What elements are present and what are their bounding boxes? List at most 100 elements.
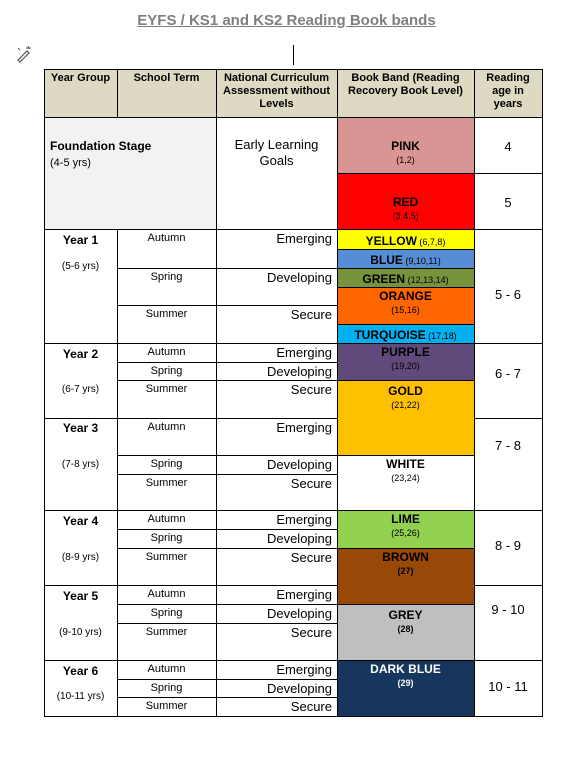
book-band-cell <box>337 455 475 511</box>
assessment-text: Developing <box>266 270 332 285</box>
year-name: Year 3 <box>62 421 99 435</box>
band-levels: (1,2) <box>396 155 415 165</box>
term-text: Spring <box>150 682 183 694</box>
band-levels: (6,7,8) <box>416 237 446 247</box>
band-name: RED <box>392 195 419 209</box>
band-name: PINK <box>391 139 420 153</box>
year-name: Year 5 <box>62 589 99 603</box>
year-range: (7-8 yrs) <box>61 459 100 470</box>
book-band-cell <box>337 548 475 605</box>
assessment-text: Secure <box>290 476 332 491</box>
term-text: Autumn <box>147 663 186 675</box>
band-label: YELLOW (6,7,8) <box>337 231 474 250</box>
edit-icon <box>17 45 31 63</box>
reading-age-cell <box>474 585 543 661</box>
assessment-cell <box>216 623 338 661</box>
reading-age: 6 - 7 <box>494 366 521 381</box>
assessment-cell <box>216 268 338 306</box>
header-cell <box>44 69 118 118</box>
reading-age: 7 - 8 <box>494 438 521 453</box>
header-text: Year Group <box>50 72 111 84</box>
reading-age: 10 - 11 <box>488 679 528 694</box>
assessment-text: Emerging <box>276 587 332 602</box>
year-range: (10-11 yrs) <box>56 691 105 702</box>
term-cell <box>117 623 217 661</box>
band-name: DARK BLUE <box>370 662 441 676</box>
assessment-text: Emerging <box>276 345 332 360</box>
reading-age: 5 <box>504 195 512 210</box>
reading-age: 5 - 6 <box>494 287 521 302</box>
reading-age-cell <box>474 660 543 717</box>
band-label: TURQUOISE (17,18) <box>337 325 474 344</box>
book-band-cell <box>337 173 475 230</box>
year-cell <box>44 418 118 511</box>
reading-age-cell <box>474 173 543 230</box>
assessment-text: Secure <box>290 699 332 714</box>
band-name: ORANGE <box>379 289 432 303</box>
reading-age-cell <box>474 510 543 586</box>
band-levels: (17,18) <box>425 331 457 341</box>
term-text: Autumn <box>147 513 186 525</box>
year-range: (9-10 yrs) <box>59 627 102 638</box>
assessment-text: Developing <box>266 457 332 472</box>
band-name: YELLOW <box>365 234 417 248</box>
band-levels: (29) <box>397 678 414 688</box>
assessment-text: Secure <box>290 550 332 565</box>
year-name: Year 1 <box>62 233 99 247</box>
header-text: National Curriculum Assessment without L… <box>223 72 330 111</box>
term-text: Summer <box>145 308 188 320</box>
document-title: EYFS / KS1 and KS2 Reading Book bands <box>137 12 436 29</box>
year-range: (6-7 yrs) <box>61 384 100 395</box>
band-name: BROWN <box>382 550 429 564</box>
book-band-cell <box>337 660 475 717</box>
assessment-text: Emerging <box>276 662 332 677</box>
assessment-text: Secure <box>290 382 332 397</box>
term-text: Autumn <box>147 346 186 358</box>
assessment-text: Emerging <box>276 231 332 246</box>
book-band-cell <box>337 604 475 661</box>
assessment-text: Early Learning Goals <box>234 137 319 168</box>
term-cell <box>117 268 217 306</box>
reading-age: 9 - 10 <box>491 602 525 617</box>
band-name: GOLD <box>388 384 423 398</box>
band-levels: (23,24) <box>391 473 420 483</box>
year-range: (5-6 yrs) <box>61 261 100 272</box>
header-text: School Term <box>133 72 200 84</box>
band-levels: (9,10,11) <box>402 256 441 266</box>
year-name: Year 6 <box>62 664 99 678</box>
book-band-cell <box>337 117 475 174</box>
band-name: GREEN <box>362 272 406 286</box>
band-name: PURPLE <box>381 345 430 359</box>
book-band-cell <box>337 343 475 381</box>
assessment-text: Emerging <box>276 512 332 527</box>
band-levels: (15,16) <box>391 305 420 315</box>
stage-name: Foundation Stage <box>50 139 152 153</box>
reading-age-cell <box>474 117 543 174</box>
band-levels: (12,13,14) <box>405 275 449 285</box>
assessment-text: Developing <box>266 681 332 696</box>
term-text: Spring <box>150 458 183 470</box>
stage-cell <box>44 117 217 230</box>
header-cell <box>337 69 475 118</box>
assessment-cell <box>216 474 338 511</box>
assessment-text: Secure <box>290 625 332 640</box>
reading-age: 8 - 9 <box>494 538 521 553</box>
header-text: Reading age in years <box>486 72 530 111</box>
header-cell <box>474 69 543 118</box>
year-cell <box>44 660 118 717</box>
term-text: Autumn <box>147 232 186 244</box>
year-name: Year 4 <box>62 514 99 528</box>
band-levels: (3,4,5) <box>392 211 419 221</box>
year-name: Year 2 <box>62 347 99 361</box>
assessment-text: Developing <box>266 531 332 546</box>
assessment-text: Developing <box>266 606 332 621</box>
band-label: BLUE (9,10,11) <box>337 250 474 269</box>
year-cell <box>44 229 118 344</box>
band-name: GREY <box>388 608 423 622</box>
reading-age-cell <box>474 418 543 511</box>
term-text: Autumn <box>147 588 186 600</box>
cursor <box>293 45 294 65</box>
term-text: Summer <box>145 551 188 563</box>
term-text: Summer <box>145 383 188 395</box>
